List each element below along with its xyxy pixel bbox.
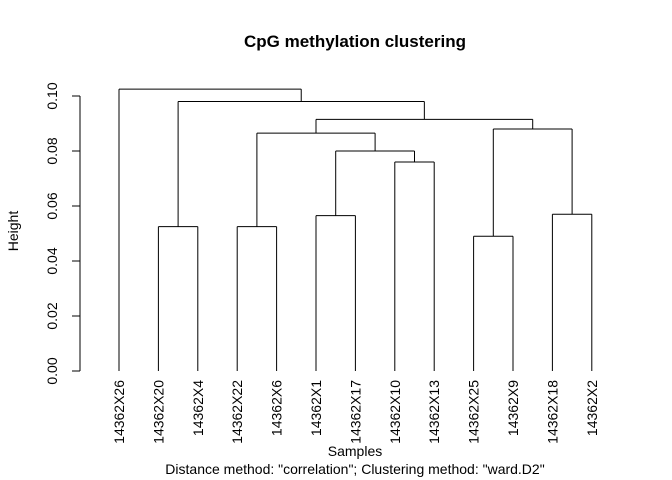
y-tick-label-5: 0.10 [44, 82, 60, 109]
leaf-label-9: 14362X25 [466, 380, 482, 444]
leaf-label-0: 14362X26 [111, 380, 127, 444]
leaf-label-1: 14362X20 [150, 380, 166, 444]
leaf-label-12: 14362X2 [584, 380, 600, 436]
leaf-label-7: 14362X10 [387, 380, 403, 444]
leaf-label-11: 14362X18 [544, 380, 560, 444]
leaf-label-6: 14362X17 [347, 380, 363, 444]
y-axis-label: Height [5, 211, 21, 252]
leaf-label-10: 14362X9 [505, 380, 521, 436]
dendrogram-branches [118, 88, 593, 371]
leaf-label-3: 14362X22 [229, 380, 245, 444]
leaf-label-4: 14362X6 [269, 380, 285, 436]
chart-subtitle: Distance method: "correlation"; Clusteri… [165, 461, 544, 477]
chart-title: CpG methylation clustering [244, 32, 466, 51]
leaf-label-5: 14362X1 [308, 380, 324, 436]
leaf-labels: 14362X26 14362X20 14362X4 14362X22 14362X6 14… [111, 380, 600, 444]
y-axis-ticks: 0.00 0.02 0.04 0.06 0.08 0.10 [44, 82, 80, 385]
y-tick-label-1: 0.02 [44, 302, 60, 329]
y-tick-label-3: 0.06 [44, 192, 60, 219]
y-tick-label-0: 0.00 [44, 357, 60, 384]
leaf-label-8: 14362X13 [426, 380, 442, 444]
y-tick-label-4: 0.08 [44, 137, 60, 164]
x-axis-label: Samples [328, 443, 382, 459]
y-tick-label-2: 0.04 [44, 247, 60, 274]
leaf-label-2: 14362X4 [190, 380, 206, 436]
